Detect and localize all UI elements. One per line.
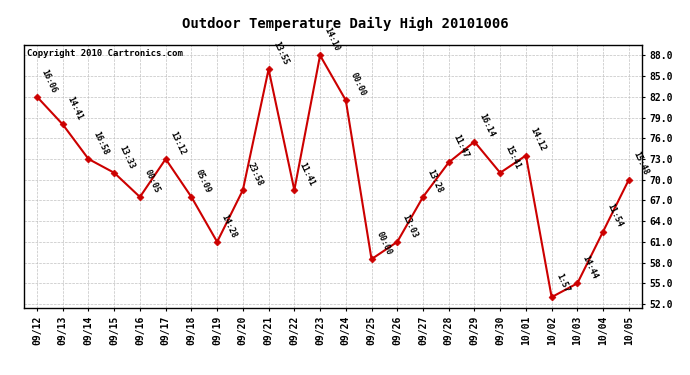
Text: Outdoor Temperature Daily High 20101006: Outdoor Temperature Daily High 20101006: [181, 17, 509, 31]
Text: 11:41: 11:41: [297, 161, 316, 187]
Text: 14:44: 14:44: [580, 254, 599, 280]
Text: 14:41: 14:41: [66, 95, 84, 122]
Text: 16:14: 16:14: [477, 112, 496, 139]
Text: 11:54: 11:54: [606, 202, 624, 229]
Text: 13:12: 13:12: [168, 130, 187, 156]
Text: 00:00: 00:00: [348, 71, 367, 98]
Text: 14:12: 14:12: [529, 126, 547, 153]
Text: 23:58: 23:58: [246, 161, 264, 187]
Text: 1:57: 1:57: [555, 272, 571, 294]
Text: 13:55: 13:55: [271, 40, 290, 66]
Text: 05:09: 05:09: [194, 168, 213, 194]
Text: 00:05: 00:05: [143, 168, 161, 194]
Text: 14:10: 14:10: [323, 26, 342, 53]
Text: 15:41: 15:41: [503, 144, 522, 170]
Text: 13:28: 13:28: [426, 168, 444, 194]
Text: 11:47: 11:47: [451, 133, 470, 160]
Text: 16:06: 16:06: [40, 68, 59, 94]
Text: 14:28: 14:28: [220, 213, 239, 239]
Text: 00:00: 00:00: [374, 230, 393, 256]
Text: Copyright 2010 Cartronics.com: Copyright 2010 Cartronics.com: [27, 49, 183, 58]
Text: 13:33: 13:33: [117, 144, 136, 170]
Text: 15:48: 15:48: [631, 150, 651, 177]
Text: 16:58: 16:58: [91, 130, 110, 156]
Text: 13:03: 13:03: [400, 213, 419, 239]
